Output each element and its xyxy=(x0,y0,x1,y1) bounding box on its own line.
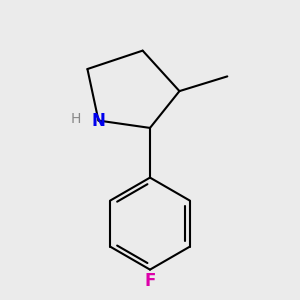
Text: F: F xyxy=(144,272,156,290)
Text: N: N xyxy=(92,112,105,130)
Text: H: H xyxy=(70,112,81,126)
